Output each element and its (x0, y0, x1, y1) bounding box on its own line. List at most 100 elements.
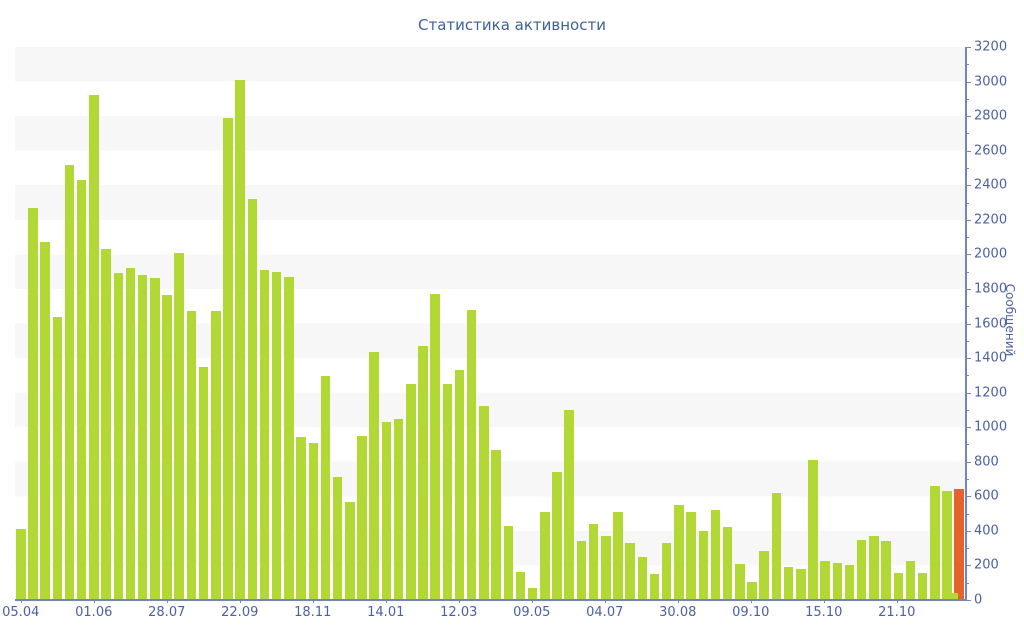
bar[interactable] (710, 510, 721, 600)
bar-slot (771, 47, 782, 600)
bar[interactable] (930, 485, 940, 600)
bar[interactable] (942, 491, 952, 600)
bar[interactable] (223, 117, 233, 600)
bar[interactable] (357, 436, 367, 600)
y-major-tick (965, 116, 971, 118)
bar[interactable] (211, 311, 221, 600)
bar[interactable] (125, 268, 136, 600)
bar[interactable] (747, 581, 757, 600)
bar[interactable] (844, 564, 855, 600)
bar[interactable] (52, 316, 63, 600)
bar[interactable] (28, 207, 38, 600)
bar[interactable] (637, 556, 648, 600)
bar[interactable] (113, 273, 123, 600)
current-period-bar[interactable] (954, 489, 964, 600)
y-tick-label: 400 (974, 523, 999, 539)
bar[interactable] (479, 406, 489, 600)
bar[interactable] (503, 525, 513, 600)
y-major-tick (965, 254, 971, 256)
bar[interactable] (137, 275, 148, 600)
y-tick-label: 2400 (974, 177, 1008, 193)
bar[interactable] (235, 79, 245, 600)
bar[interactable] (698, 530, 708, 600)
bar[interactable] (771, 492, 782, 600)
bar[interactable] (101, 249, 111, 600)
bar[interactable] (917, 573, 928, 600)
bar[interactable] (174, 252, 184, 600)
y-minor-tick (965, 133, 969, 135)
bar[interactable] (661, 542, 672, 600)
bar[interactable] (308, 442, 318, 600)
bar[interactable] (527, 587, 538, 600)
bar[interactable] (296, 436, 306, 600)
bar[interactable] (162, 295, 172, 600)
bar[interactable] (284, 276, 294, 600)
bar[interactable] (588, 523, 599, 600)
bar[interactable] (332, 476, 343, 600)
bar[interactable] (320, 376, 331, 600)
bar[interactable] (601, 536, 611, 600)
bar[interactable] (881, 541, 891, 600)
bar[interactable] (186, 311, 197, 600)
bar[interactable] (722, 527, 733, 600)
bar[interactable] (796, 568, 806, 600)
bar[interactable] (89, 95, 99, 600)
bar[interactable] (430, 294, 440, 600)
bar[interactable] (564, 409, 574, 600)
x-tick-label: 05.04 (2, 605, 40, 620)
bar[interactable] (820, 561, 830, 600)
bar[interactable] (40, 242, 50, 600)
bar[interactable] (259, 269, 270, 600)
bar[interactable] (150, 277, 160, 600)
bar[interactable] (832, 562, 843, 600)
bar-slot (808, 47, 818, 600)
bar[interactable] (735, 563, 745, 600)
bar[interactable] (345, 501, 355, 600)
bar-slot (223, 47, 233, 600)
bar[interactable] (454, 370, 465, 600)
bar-slot (259, 47, 270, 600)
bar[interactable] (808, 460, 818, 600)
y-tick-label: 2600 (974, 143, 1008, 159)
bar[interactable] (466, 309, 477, 600)
bar[interactable] (613, 511, 623, 600)
bar[interactable] (64, 164, 75, 600)
bar[interactable] (198, 366, 209, 600)
bar[interactable] (393, 419, 404, 600)
bar[interactable] (442, 383, 453, 600)
bar-slot (588, 47, 599, 600)
small-green-bar[interactable] (950, 593, 959, 600)
x-tick-label: 09.10 (732, 605, 770, 620)
bar[interactable] (16, 529, 26, 600)
y-major-tick (965, 358, 971, 360)
bar[interactable] (686, 511, 696, 600)
bar[interactable] (783, 567, 794, 600)
x-tick (20, 599, 22, 603)
bar[interactable] (905, 561, 916, 600)
bar[interactable] (540, 511, 550, 600)
bar[interactable] (271, 271, 282, 600)
bar[interactable] (552, 472, 562, 600)
bar[interactable] (625, 542, 635, 600)
bar-slot (76, 47, 87, 600)
bar[interactable] (418, 345, 428, 600)
bar[interactable] (674, 504, 684, 600)
bar[interactable] (369, 351, 379, 600)
bar[interactable] (76, 180, 87, 600)
bar[interactable] (759, 550, 769, 600)
bar[interactable] (247, 199, 258, 600)
bar[interactable] (491, 449, 501, 600)
bar[interactable] (869, 536, 879, 600)
y-tick-label: 1600 (974, 316, 1008, 331)
y-tick-label: 1800 (974, 281, 1008, 297)
bar[interactable] (893, 573, 903, 600)
y-minor-tick (965, 202, 969, 204)
bar[interactable] (406, 383, 416, 600)
bar[interactable] (515, 572, 526, 600)
bar[interactable] (856, 540, 867, 600)
bar[interactable] (576, 541, 587, 600)
bar[interactable] (381, 421, 392, 600)
bar-slot (759, 47, 769, 600)
bar-slot (369, 47, 379, 600)
bar[interactable] (649, 574, 660, 600)
